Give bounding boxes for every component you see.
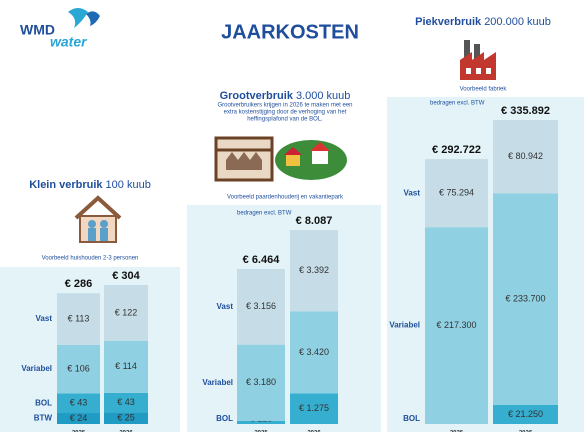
- chart-title: Klein verbruik 100 kuub: [29, 179, 151, 191]
- value-label: € 75.294: [439, 188, 474, 198]
- bar-segment: [104, 285, 148, 341]
- series-label: Variabel: [202, 378, 233, 387]
- logo-text: WMD: [20, 22, 55, 38]
- total-label: € 6.464: [243, 254, 281, 266]
- chart-title: Grootverbruik 3.000 kuub: [220, 90, 351, 102]
- note: bedragen excl. BTW: [237, 211, 292, 217]
- bar-segment: [425, 159, 488, 228]
- series-label: Vast: [217, 302, 234, 311]
- chart-title-bold: Klein verbruik: [29, 179, 103, 191]
- stable-icon: [214, 136, 274, 182]
- bar-segment: [290, 230, 338, 312]
- chart-title-volume: 200.000 kuub: [484, 16, 551, 28]
- logo-text: water: [50, 34, 88, 50]
- series-label: Variabel: [389, 321, 420, 330]
- series-label: Vast: [36, 314, 53, 323]
- series-label: Variabel: [21, 364, 52, 373]
- chart-title-volume: 100 kuub: [106, 179, 151, 191]
- chart-title-bold: Grootverbruik: [220, 90, 294, 102]
- bar-segment: [57, 293, 100, 345]
- bar-segment: [104, 392, 148, 413]
- value-label: € 122: [115, 307, 138, 317]
- value-label: € 43: [117, 397, 135, 407]
- value-label: € 3.420: [299, 347, 329, 357]
- x-tick-label: 2026: [307, 431, 321, 432]
- value-label: € 233.700: [505, 293, 545, 303]
- value-label: € 3.180: [246, 377, 276, 387]
- chart-title: Piekverbruik 200.000 kuub: [415, 16, 551, 28]
- description: heffingsplafond van de BOL.: [247, 117, 323, 123]
- example-label: Voorbeeld huishouden 2-3 personen: [42, 256, 139, 262]
- value-label: € 80.942: [508, 151, 543, 161]
- bar-segment: [493, 404, 558, 424]
- x-tick-label: 2025: [450, 431, 464, 432]
- value-label: € 3.156: [246, 301, 276, 311]
- bar-segment: [237, 268, 285, 345]
- bar-segment: [290, 311, 338, 394]
- chart-title-bold: Piekverbruik: [415, 16, 482, 28]
- page-title: JAARKOSTEN: [221, 21, 359, 43]
- series-label: BOL: [35, 398, 52, 407]
- chart-title-volume: 3.000 kuub: [296, 90, 350, 102]
- x-tick-label: 2025: [72, 431, 86, 432]
- total-label: € 8.087: [296, 215, 333, 227]
- value-label: € 1.275: [299, 403, 329, 413]
- value-label: € 43: [70, 398, 88, 408]
- value-label: € 217.300: [436, 320, 476, 330]
- total-label: € 292.722: [432, 144, 481, 156]
- bar-segment: [237, 344, 285, 421]
- house-icon: [74, 195, 122, 243]
- bar-segment: [290, 393, 338, 424]
- x-tick-label: 2025: [254, 431, 268, 432]
- example-label: Voorbeeld fabriek: [460, 87, 508, 93]
- total-label: € 286: [65, 278, 93, 290]
- series-label: BOL: [403, 414, 420, 423]
- value-label: € 3.392: [299, 265, 329, 275]
- total-label: € 335.892: [501, 105, 550, 117]
- park-icon: [275, 140, 347, 180]
- logo: WMD water: [20, 8, 100, 50]
- series-label: BOL: [216, 414, 233, 423]
- value-label: € 25: [117, 413, 135, 423]
- bar-segment: [57, 413, 100, 424]
- description: Grootverbruikers krijgen in 2026 te make…: [217, 103, 352, 109]
- total-label: € 304: [112, 270, 140, 282]
- bar-segment: [104, 340, 148, 393]
- value-label: € 24: [70, 413, 88, 423]
- bar-segment: [57, 393, 100, 414]
- description: extra kostenstijging door de verhoging v…: [224, 110, 347, 116]
- x-tick-label: 2026: [519, 431, 533, 432]
- example-label: Voorbeeld paardenhouderij en vakantiepar…: [227, 195, 344, 201]
- value-label: € 21.250: [508, 409, 543, 419]
- value-label: € 113: [68, 313, 90, 323]
- series-label: BTW: [34, 414, 53, 423]
- bar-segment: [493, 193, 558, 405]
- bar-segment: [425, 227, 488, 424]
- bar-segment: [237, 420, 285, 424]
- bar-segment: [57, 344, 100, 394]
- note: bedragen excl. BTW: [430, 101, 485, 107]
- bar-segment: [493, 120, 558, 194]
- value-label: € 106: [67, 364, 90, 374]
- x-tick-label: 2026: [119, 431, 133, 432]
- value-label: € 114: [115, 361, 137, 371]
- factory-icon: [460, 40, 496, 80]
- series-label: Vast: [404, 188, 421, 197]
- bar-segment: [104, 412, 148, 424]
